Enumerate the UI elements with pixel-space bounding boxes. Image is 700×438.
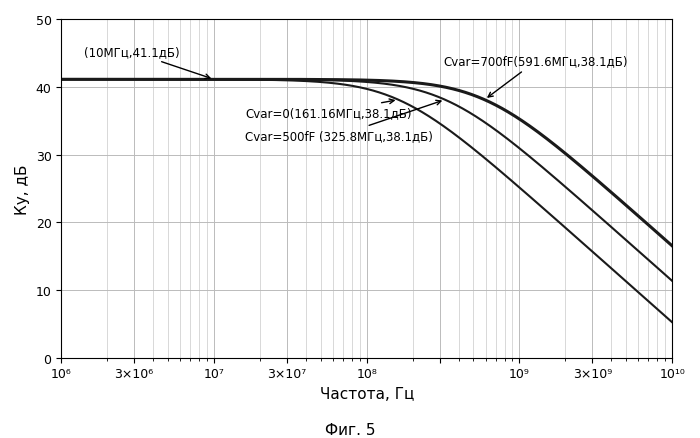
Text: Фиг. 5: Фиг. 5 <box>325 422 375 437</box>
Text: Cvar=700fF(591.6МГц,38.1дБ): Cvar=700fF(591.6МГц,38.1дБ) <box>444 55 629 98</box>
Text: Cvar=0(161.16МГц,38.1дБ): Cvar=0(161.16МГц,38.1дБ) <box>245 100 412 120</box>
Text: Cvar=500fF (325.8МГц,38.1дБ): Cvar=500fF (325.8МГц,38.1дБ) <box>245 101 441 143</box>
Y-axis label: Ку, дБ: Ку, дБ <box>15 164 30 214</box>
Text: (10МГц,41.1дБ): (10МГц,41.1дБ) <box>83 46 210 79</box>
X-axis label: Частота, Гц: Частота, Гц <box>319 386 414 401</box>
